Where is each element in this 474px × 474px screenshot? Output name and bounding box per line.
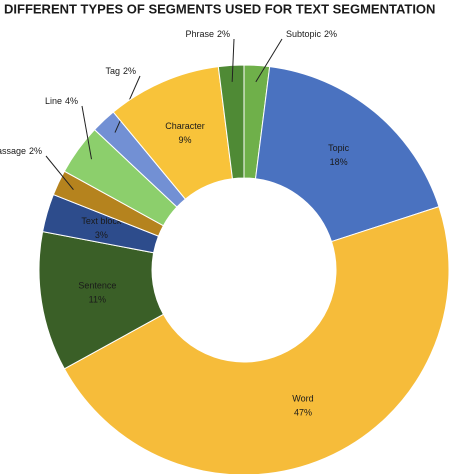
category-label: Character bbox=[165, 121, 205, 131]
category-label: Subtopic bbox=[286, 29, 322, 39]
donut-slice bbox=[217, 64, 245, 180]
value-label: 2% bbox=[29, 146, 42, 156]
leader-line bbox=[45, 155, 74, 191]
category-label: Topic bbox=[328, 143, 350, 153]
leader-line bbox=[255, 38, 283, 83]
category-label: Passage bbox=[0, 146, 26, 156]
value-label: 4% bbox=[65, 96, 78, 106]
data-label: Line 4% bbox=[45, 96, 78, 106]
category-label: Tag bbox=[105, 66, 120, 76]
leader-line bbox=[231, 38, 235, 82]
value-label: 2% bbox=[324, 29, 337, 39]
data-label: Subtopic 2% bbox=[286, 29, 337, 39]
category-label: Sentence bbox=[78, 281, 116, 291]
data-label: Phrase 2% bbox=[185, 29, 230, 39]
value-label: 9% bbox=[179, 135, 192, 145]
value-label: 3% bbox=[95, 230, 108, 240]
data-label: Passage2% bbox=[0, 146, 42, 156]
value-label: 47% bbox=[294, 408, 312, 418]
value-label: 2% bbox=[123, 66, 136, 76]
category-label: Phrase bbox=[185, 29, 214, 39]
leader-line bbox=[81, 105, 92, 160]
category-label: Line bbox=[45, 96, 62, 106]
data-label: Tag 2% bbox=[105, 66, 136, 76]
category-label: Text block bbox=[81, 216, 122, 226]
donut-slice bbox=[254, 66, 440, 243]
donut-slice bbox=[63, 206, 450, 474]
value-label: 2% bbox=[217, 29, 230, 39]
value-label: 11% bbox=[89, 295, 106, 305]
value-label: 18% bbox=[330, 157, 348, 167]
category-label: Word bbox=[292, 394, 313, 404]
chart-title: DIFFERENT TYPES OF SEGMENTS USED FOR TEX… bbox=[4, 1, 435, 16]
